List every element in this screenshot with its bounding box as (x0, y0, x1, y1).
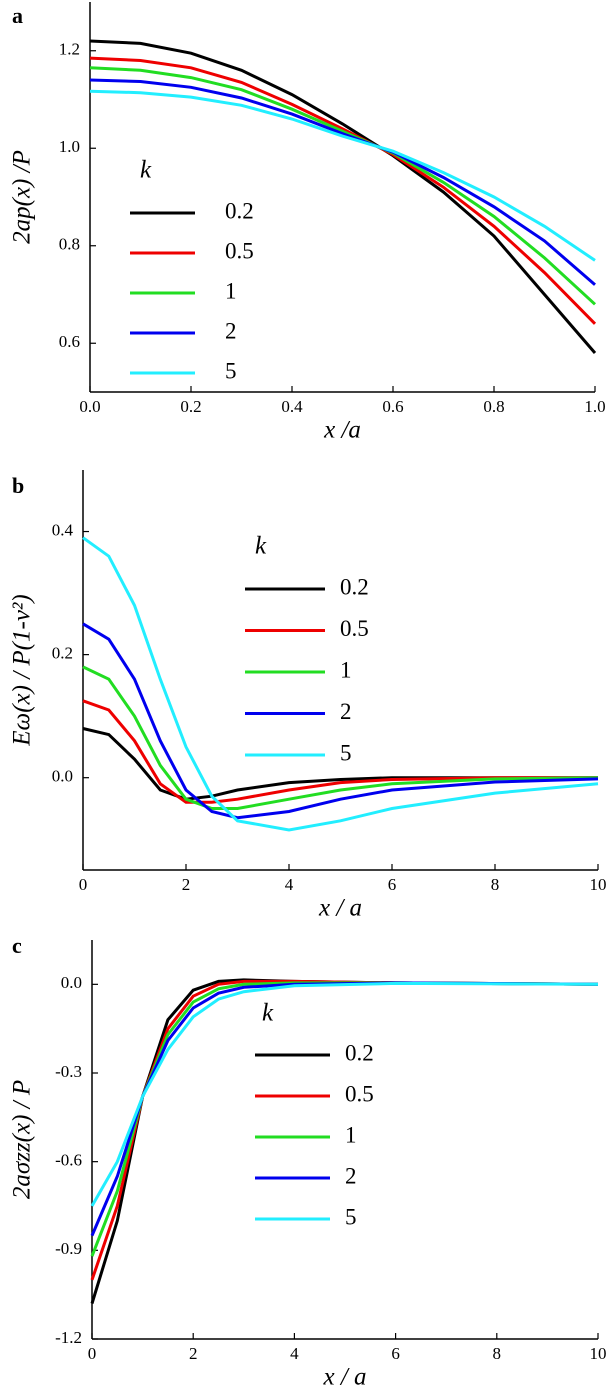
y-tick-label: 0.0 (52, 767, 73, 786)
x-tick-label: 0 (79, 875, 88, 894)
y-tick-label: 1.0 (59, 137, 80, 156)
legend-label: 2 (345, 1163, 357, 1188)
legend-label: 5 (340, 740, 352, 765)
data-line (82, 622, 599, 820)
y-axis-label: Eω(x) / P(1-ν²) (9, 594, 36, 746)
y-tick-label: 0.0 (61, 973, 82, 992)
data-line (89, 39, 597, 354)
x-tick-label: 8 (491, 875, 500, 894)
y-tick-label: -1.2 (55, 1328, 82, 1347)
x-tick-label: 10 (590, 1344, 607, 1363)
x-tick-label: 0 (88, 1344, 97, 1363)
y-tick-label: 1.2 (59, 40, 80, 59)
y-tick-label: -0.9 (55, 1239, 82, 1258)
x-tick-label: 0.4 (281, 397, 303, 416)
legend-title: k (262, 1000, 274, 1027)
y-tick-label: -0.6 (55, 1151, 82, 1170)
x-tick-label: 4 (285, 875, 294, 894)
x-tick-label: 6 (391, 1344, 400, 1363)
legend-label: 2 (340, 699, 352, 724)
y-tick-label: 0.4 (52, 520, 74, 539)
legend-label: 0.5 (345, 1081, 374, 1106)
x-tick-label: 2 (189, 1344, 198, 1363)
data-line (89, 78, 596, 286)
legend-title: k (255, 533, 267, 560)
data-line (89, 89, 596, 262)
legend-label: 2 (225, 318, 237, 343)
legend-label: 5 (225, 358, 237, 383)
panel-label: c (12, 933, 22, 958)
x-tick-label: 8 (493, 1344, 502, 1363)
legend-label: 0.2 (345, 1040, 374, 1065)
legend-label: 0.5 (225, 238, 254, 263)
legend-label: 1 (225, 278, 237, 303)
x-tick-label: 1.0 (584, 397, 605, 416)
legend-label: 0.5 (340, 616, 369, 641)
x-tick-label: 0.6 (382, 397, 403, 416)
data-line (82, 699, 598, 804)
legend-label: 0.2 (225, 198, 254, 223)
y-tick-label: 0.6 (59, 332, 80, 351)
x-axis-label: x / a (318, 895, 362, 922)
x-axis-label: x /a (323, 417, 361, 444)
x-tick-label: 0.2 (180, 397, 201, 416)
data-line (82, 536, 599, 832)
panel-label: a (12, 3, 23, 28)
y-axis-label: 2ap(x) /P (9, 150, 36, 244)
x-tick-label: 0.8 (483, 397, 504, 416)
y-axis-label: 2aσzz(x) / P (9, 1080, 36, 1199)
x-axis-label: x / a (322, 1364, 366, 1388)
data-line (89, 66, 597, 306)
y-tick-label: 0.2 (52, 644, 73, 663)
legend-label: 0.2 (340, 574, 369, 599)
data-line (90, 981, 599, 1207)
panel-label: b (12, 473, 24, 498)
x-tick-label: 6 (388, 875, 397, 894)
x-tick-label: 2 (182, 875, 191, 894)
legend-label: 1 (340, 657, 352, 682)
x-tick-label: 0.0 (79, 397, 100, 416)
x-tick-label: 10 (590, 875, 607, 894)
legend-label: 5 (345, 1204, 357, 1229)
legend-title: k (140, 157, 152, 184)
x-tick-label: 4 (290, 1344, 299, 1363)
y-tick-label: -0.3 (55, 1062, 82, 1081)
y-tick-label: 0.8 (59, 235, 80, 254)
data-line (89, 56, 597, 325)
legend-label: 1 (345, 1122, 357, 1147)
